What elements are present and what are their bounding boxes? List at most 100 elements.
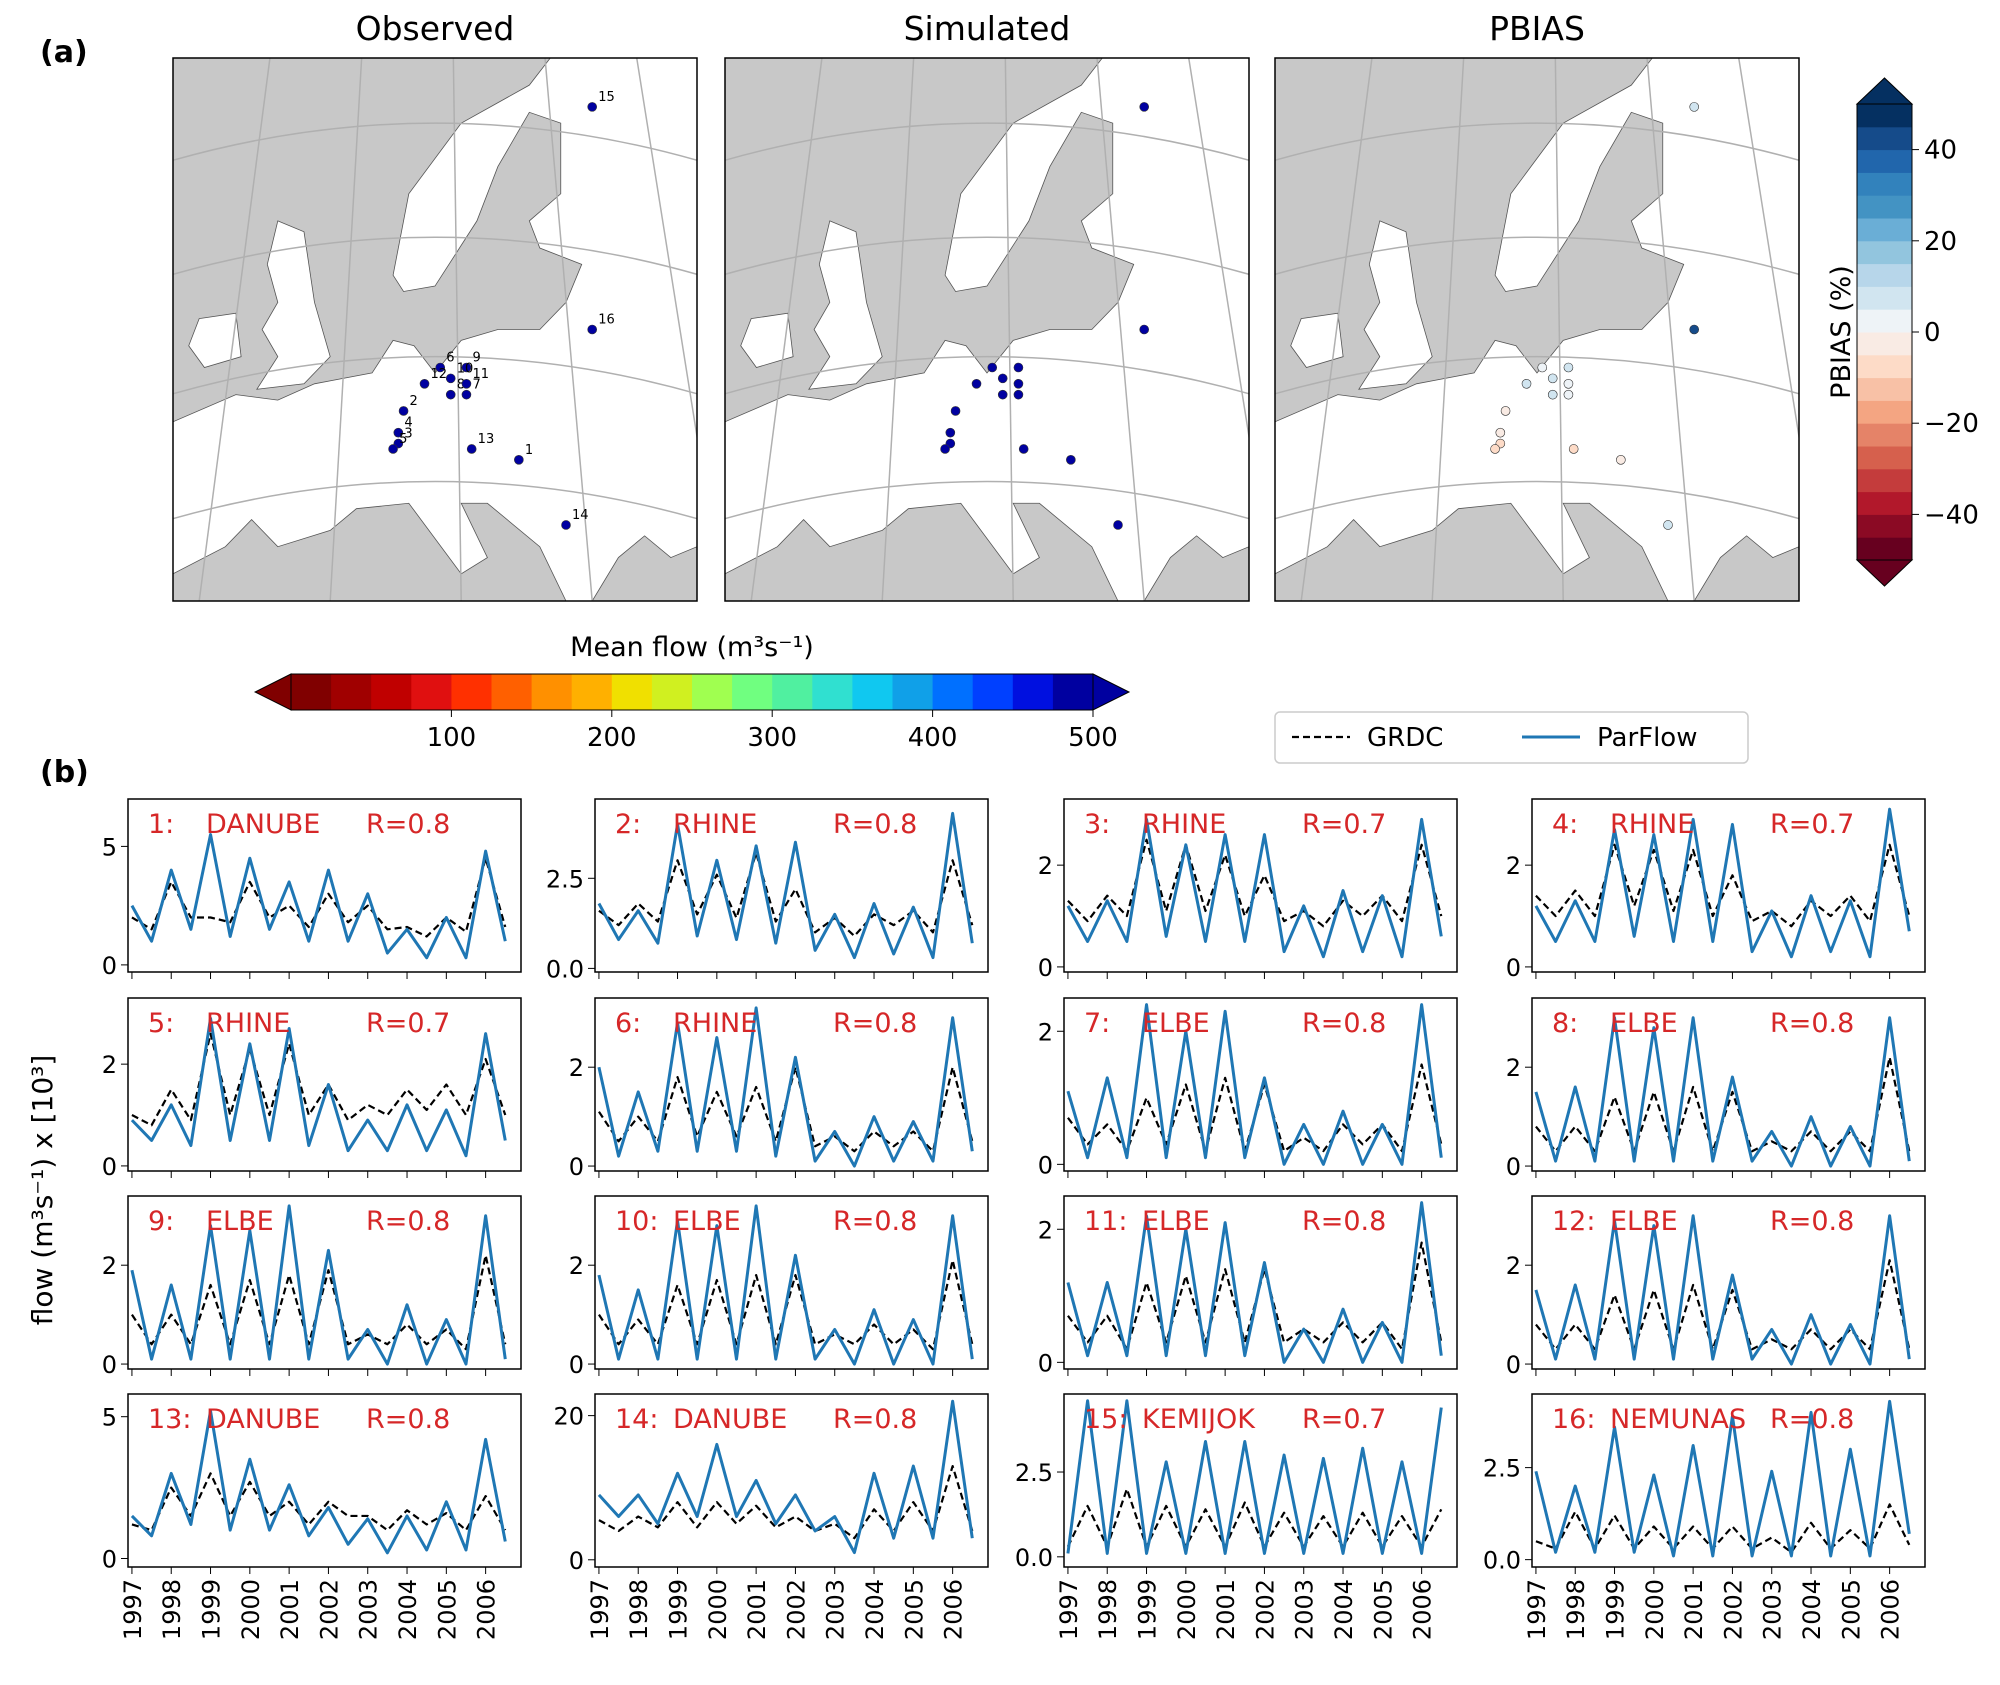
- colorbar-tick-label: 100: [427, 723, 477, 753]
- graticule: [1646, 58, 1695, 601]
- station-dot: [466, 444, 477, 454]
- station-number: 11:: [1084, 1206, 1127, 1237]
- station-dot: [1616, 455, 1626, 465]
- colorbar-cell: [651, 674, 693, 710]
- station-number: 16:: [1552, 1404, 1595, 1435]
- graticule: [544, 58, 593, 601]
- series-line: [1067, 838, 1443, 928]
- plot-frame: [1531, 1195, 1926, 1370]
- series-line: [1066, 1201, 1443, 1364]
- y-tick-label: 0: [102, 1545, 117, 1573]
- station-dot: [1547, 373, 1558, 384]
- panel-label: (b): [40, 755, 89, 790]
- r-value: R=0.8: [366, 1206, 450, 1237]
- y-tick-label: 0.0: [1015, 1544, 1053, 1572]
- y-tick-label: 2: [102, 1051, 117, 1079]
- colorbar-label: PBIAS (%): [1826, 265, 1857, 399]
- panel-label: (a): [40, 35, 88, 70]
- station-label: 7: [472, 378, 480, 393]
- series-line: [131, 1032, 507, 1127]
- station-dot: [1490, 444, 1500, 454]
- station-label: 6: [446, 351, 454, 366]
- graticule: [1275, 480, 1799, 520]
- plot-area: [128, 998, 521, 1171]
- x-tick-label: 1997: [586, 1579, 614, 1640]
- y-tick-label: 0: [102, 952, 117, 980]
- x-tick-label: 2001: [1680, 1579, 1708, 1640]
- map: [725, 58, 1249, 601]
- legend-label: ParFlow: [1597, 723, 1697, 753]
- colorbar-cell: [1857, 309, 1912, 333]
- x-tick-label: 2003: [355, 1579, 383, 1640]
- colorbar-cell: [1857, 263, 1912, 287]
- legend-box: [1274, 711, 1749, 764]
- r-value: R=0.8: [833, 1206, 917, 1237]
- x-tick-label: 2002: [1251, 1579, 1279, 1640]
- x-tick-label: 1998: [1562, 1579, 1590, 1640]
- y-tick-label: 0: [1038, 1349, 1053, 1377]
- graticule: [173, 122, 697, 162]
- station-number: 9:: [148, 1206, 174, 1237]
- colorbar-tick-label: 400: [908, 723, 958, 753]
- plot-frame: [594, 997, 989, 1172]
- plot-frame: [127, 1195, 522, 1370]
- r-value: R=0.7: [1302, 809, 1386, 840]
- y-tick-label: 2: [569, 1252, 584, 1280]
- colorbar-tick-label: 300: [747, 723, 797, 753]
- r-value: R=0.8: [833, 1008, 917, 1039]
- station-dot: [1521, 378, 1532, 389]
- river-name: RHINE: [1142, 809, 1226, 840]
- station-label: 13: [478, 432, 495, 447]
- station-number: 3:: [1084, 809, 1110, 840]
- colorbar-cell: [1857, 468, 1912, 493]
- station-label: 4: [404, 416, 412, 431]
- graticule: [725, 236, 1249, 276]
- station-number: 8:: [1552, 1008, 1578, 1039]
- river-name: DANUBE: [206, 809, 320, 840]
- colorbar-cell: [411, 674, 452, 710]
- x-tick-label: 1999: [198, 1579, 226, 1640]
- station-number: 5:: [148, 1008, 174, 1039]
- colorbar-extend: [1092, 673, 1131, 711]
- series-line: [130, 1409, 507, 1555]
- map-title: Observed: [356, 9, 515, 48]
- plot-frame: [127, 798, 522, 973]
- plot-area: [1064, 799, 1457, 972]
- river-name: DANUBE: [673, 1404, 787, 1435]
- river-name: ELBE: [1142, 1206, 1210, 1237]
- colorbar-cell: [1857, 537, 1912, 561]
- river-name: DANUBE: [206, 1404, 320, 1435]
- colorbar-cell: [972, 674, 1014, 710]
- land: [188, 312, 242, 368]
- colorbar-extend: [1855, 559, 1914, 587]
- colorbar-cell: [1857, 240, 1912, 265]
- x-tick-label: 1998: [625, 1579, 653, 1640]
- x-tick-label: 2001: [276, 1579, 304, 1640]
- station-dot: [1663, 520, 1673, 530]
- y-tick-label: 0: [102, 1351, 117, 1379]
- river-name: ELBE: [206, 1206, 274, 1237]
- river-name: ELBE: [1142, 1008, 1210, 1039]
- x-tick-label: 2002: [1719, 1579, 1747, 1640]
- colorbar-cell: [451, 674, 492, 710]
- colorbar-cell: [371, 674, 412, 710]
- station-label: 11: [472, 367, 489, 382]
- series-line: [1535, 843, 1911, 928]
- map-frame: [172, 57, 698, 602]
- station-dot: [561, 520, 571, 530]
- station-dot: [1013, 389, 1024, 400]
- station-dot: [587, 324, 598, 335]
- station-label: 5: [399, 432, 407, 447]
- x-tick-label: 1999: [1134, 1579, 1162, 1640]
- plot-frame: [1063, 1393, 1458, 1568]
- series-line: [597, 1006, 974, 1168]
- series-line: [131, 1254, 507, 1351]
- series-line: [1534, 1016, 1911, 1168]
- plot-frame: [1531, 1393, 1926, 1568]
- river-name: RHINE: [206, 1008, 290, 1039]
- y-tick-label: 0: [1038, 954, 1053, 982]
- colorbar-cell: [291, 674, 332, 710]
- plot-frame: [127, 1393, 522, 1568]
- series-line: [131, 1472, 507, 1532]
